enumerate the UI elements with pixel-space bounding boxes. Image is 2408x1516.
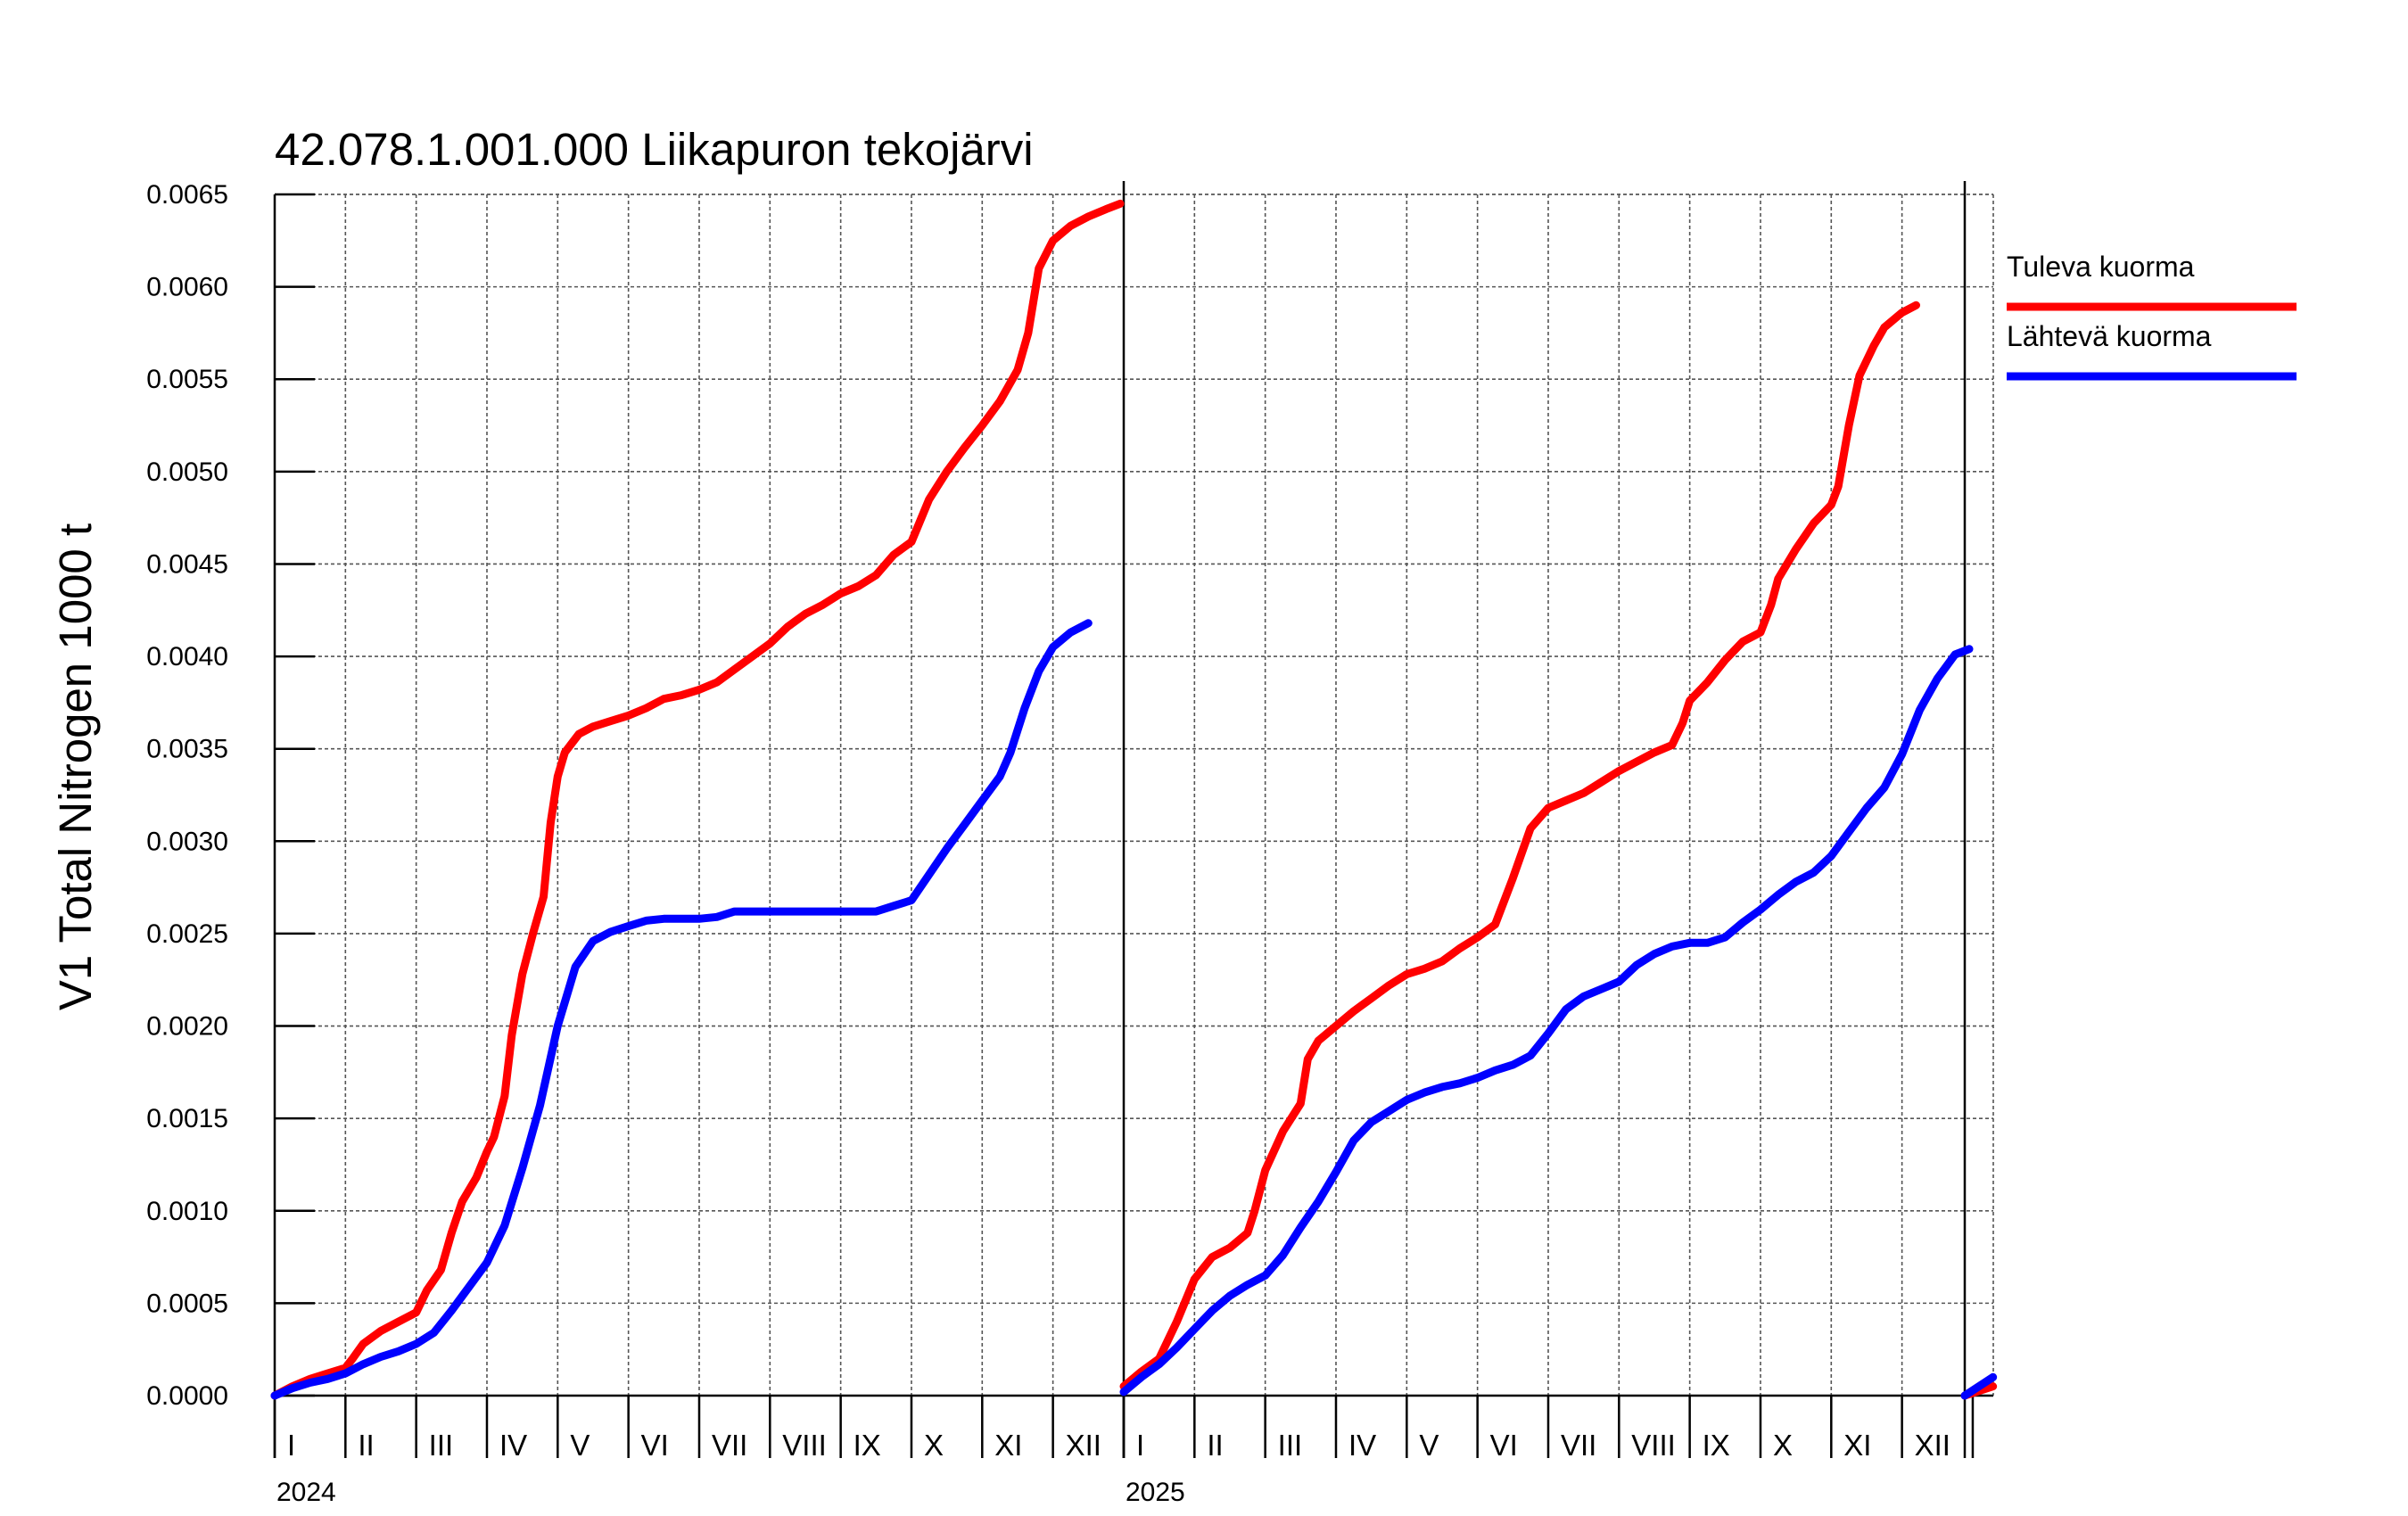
series-line-tuleva <box>1119 301 1920 1391</box>
y-axis-label: V1 Total Nitrogen 1000 t <box>50 523 101 1010</box>
legend-label: Lähtevä kuorma <box>2007 320 2212 352</box>
month-label: X <box>924 1429 944 1462</box>
month-label: IX <box>1703 1429 1730 1462</box>
month-label: IV <box>499 1429 527 1462</box>
month-label: I <box>287 1429 295 1462</box>
y-tick-label: 0.0020 <box>146 1012 228 1042</box>
chart-title: 42.078.1.001.000 Liikapuron tekojärvi <box>275 124 1034 175</box>
month-label: XII <box>1915 1429 1950 1462</box>
legend-label: Tuleva kuorma <box>2007 251 2195 283</box>
y-tick-label: 0.0005 <box>146 1289 228 1318</box>
y-tick-label: 0.0065 <box>146 180 228 210</box>
month-label: IX <box>854 1429 881 1462</box>
y-tick-label: 0.0000 <box>146 1381 228 1411</box>
year-label: 2025 <box>1126 1478 1185 1507</box>
month-label: VIII <box>1631 1429 1676 1462</box>
y-tick-labels: 0.0000 0.0005 0.0010 0.0015 0.0020 0.0025 0.00… <box>146 180 228 1411</box>
month-label: II <box>358 1429 374 1462</box>
month-label: IV <box>1348 1429 1376 1462</box>
month-label: V <box>570 1429 590 1462</box>
month-label: VII <box>1561 1429 1596 1462</box>
y-tick-label: 0.0060 <box>146 273 228 302</box>
year-label: 2024 <box>276 1478 336 1507</box>
series-line-lahteva <box>1119 645 1974 1397</box>
y-tick-label: 0.0010 <box>146 1197 228 1226</box>
series-lines <box>270 199 1998 1400</box>
series-line-tuleva <box>270 199 1125 1400</box>
month-label: VI <box>1490 1429 1518 1462</box>
month-label: VIII <box>782 1429 827 1462</box>
month-label: III <box>429 1429 454 1462</box>
month-label: III <box>1278 1429 1303 1462</box>
y-tick-label: 0.0050 <box>146 457 228 487</box>
y-tick-label: 0.0045 <box>146 549 228 579</box>
month-label: II <box>1207 1429 1223 1462</box>
y-tick-label: 0.0015 <box>146 1104 228 1133</box>
y-tick-label: 0.0025 <box>146 919 228 949</box>
legend: Tuleva kuorma Lähtevä kuorma <box>2007 251 2297 381</box>
y-tick-label: 0.0035 <box>146 735 228 764</box>
month-label: VI <box>641 1429 669 1462</box>
series-line-lahteva <box>1960 1372 1998 1400</box>
month-label: XI <box>994 1429 1022 1462</box>
series-line-lahteva <box>270 619 1093 1400</box>
y-tick-label: 0.0030 <box>146 827 228 856</box>
month-label: I <box>1136 1429 1144 1462</box>
month-label: V <box>1419 1429 1439 1462</box>
month-label: X <box>1773 1429 1793 1462</box>
y-tick-label: 0.0040 <box>146 642 228 671</box>
month-label: VII <box>712 1429 747 1462</box>
axes <box>273 181 1993 1458</box>
month-label: XI <box>1843 1429 1871 1462</box>
month-label: XII <box>1066 1429 1101 1462</box>
y-tick-label: 0.0055 <box>146 365 228 394</box>
grid-lines <box>275 194 1994 1396</box>
